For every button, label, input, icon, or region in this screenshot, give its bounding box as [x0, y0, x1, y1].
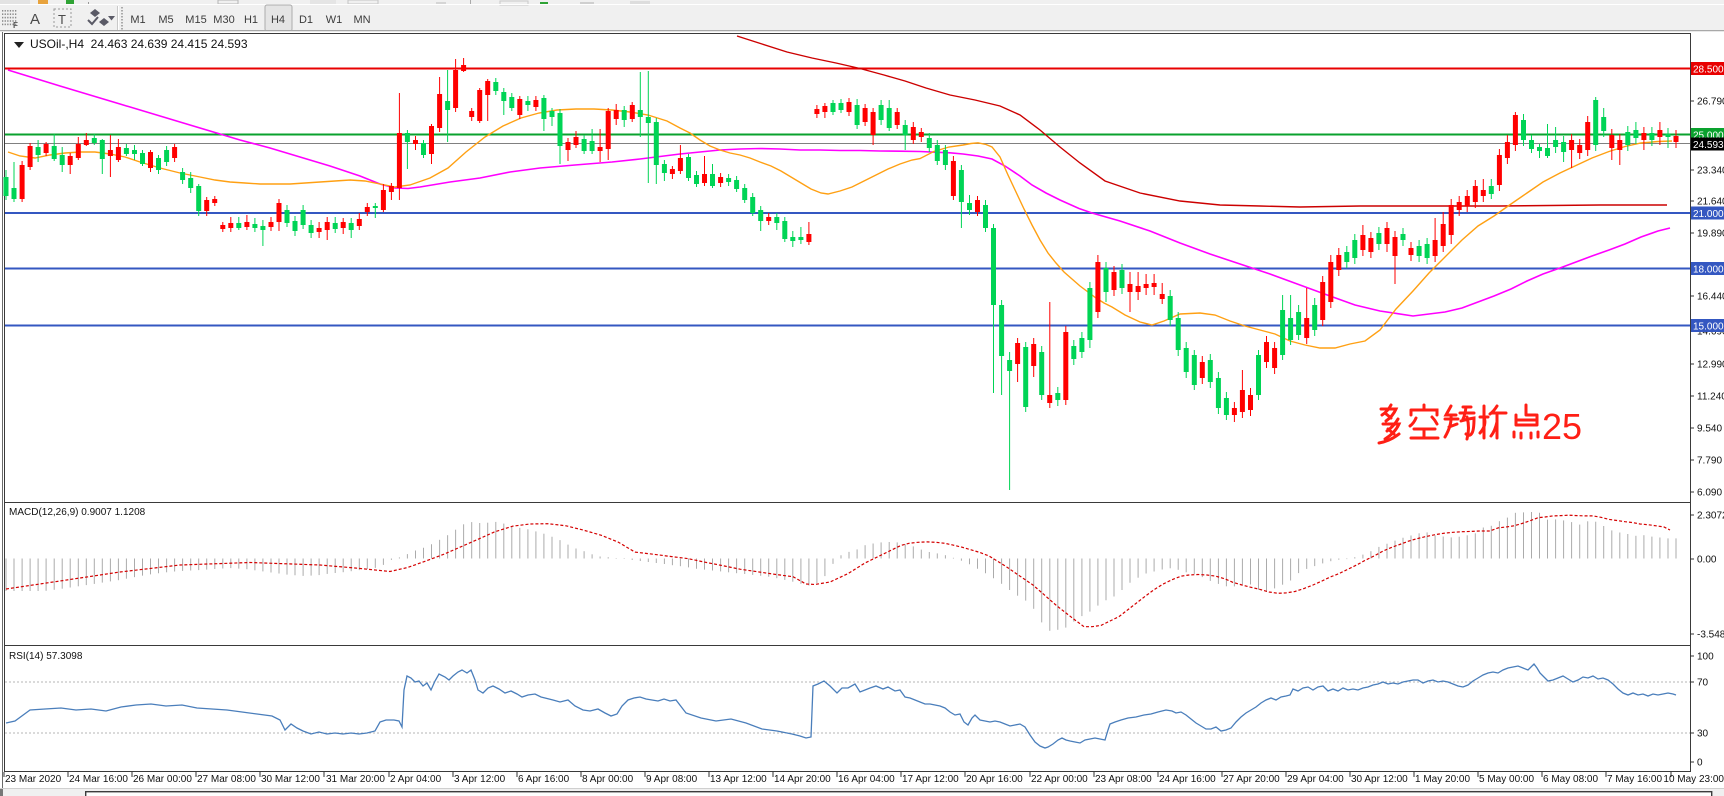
- svg-text:70: 70: [1697, 678, 1709, 689]
- svg-text:M5: M5: [158, 14, 173, 26]
- svg-text:15.000: 15.000: [1693, 322, 1724, 333]
- svg-text:16 Apr 04:00: 16 Apr 04:00: [838, 774, 895, 785]
- svg-text:26.790: 26.790: [1697, 97, 1724, 108]
- svg-text:25.000: 25.000: [1693, 131, 1724, 142]
- svg-text:H1: H1: [244, 14, 258, 26]
- svg-text:27 Apr 20:00: 27 Apr 20:00: [1223, 774, 1280, 785]
- svg-text:21.640: 21.640: [1697, 197, 1724, 208]
- svg-text:9 Apr 08:00: 9 Apr 08:00: [646, 774, 698, 785]
- svg-text:1 May 20:00: 1 May 20:00: [1415, 774, 1470, 785]
- svg-text:6.090: 6.090: [1697, 488, 1722, 499]
- svg-text:M30: M30: [213, 14, 234, 26]
- svg-text:23 Apr 08:00: 23 Apr 08:00: [1095, 774, 1152, 785]
- svg-text:2.3072: 2.3072: [1697, 511, 1724, 522]
- svg-text:17 Apr 12:00: 17 Apr 12:00: [902, 774, 959, 785]
- svg-text:27 Mar 08:00: 27 Mar 08:00: [197, 774, 256, 785]
- svg-text:22 Apr 00:00: 22 Apr 00:00: [1031, 774, 1088, 785]
- svg-text:H4: H4: [271, 14, 285, 26]
- svg-text:5 May 00:00: 5 May 00:00: [1479, 774, 1534, 785]
- svg-text:W1: W1: [326, 14, 343, 26]
- svg-text:F: F: [13, 21, 18, 30]
- svg-text:MN: MN: [353, 14, 370, 26]
- svg-text:23 Mar 2020: 23 Mar 2020: [5, 774, 62, 785]
- svg-text:14 Apr 20:00: 14 Apr 20:00: [774, 774, 831, 785]
- svg-text:0.00: 0.00: [1697, 555, 1717, 566]
- svg-text:24.593: 24.593: [1693, 140, 1724, 151]
- svg-text:M1: M1: [130, 14, 145, 26]
- svg-text:6 Apr 16:00: 6 Apr 16:00: [518, 774, 570, 785]
- svg-text:0: 0: [1697, 758, 1703, 769]
- svg-text:31 Mar 20:00: 31 Mar 20:00: [326, 774, 385, 785]
- svg-text:20 Apr 16:00: 20 Apr 16:00: [966, 774, 1023, 785]
- svg-text:MACD(12,26,9) 0.9007 1.1208: MACD(12,26,9) 0.9007 1.1208: [9, 507, 146, 518]
- svg-text:100: 100: [1697, 652, 1714, 663]
- svg-text:18.000: 18.000: [1693, 265, 1724, 276]
- svg-text:10 May 23:00: 10 May 23:00: [1663, 774, 1724, 785]
- svg-text:16.440: 16.440: [1697, 292, 1724, 303]
- svg-text:30 Apr 12:00: 30 Apr 12:00: [1351, 774, 1408, 785]
- svg-text:USOil-,H4 24.463 24.639 24.41: USOil-,H4 24.463 24.639 24.415 24.593: [30, 37, 248, 51]
- svg-text:21.000: 21.000: [1693, 209, 1724, 220]
- svg-text:M15: M15: [185, 14, 206, 26]
- svg-text:2 Apr 04:00: 2 Apr 04:00: [390, 774, 442, 785]
- svg-text:26 Mar 00:00: 26 Mar 00:00: [133, 774, 192, 785]
- svg-text:D1: D1: [299, 14, 313, 26]
- svg-text:30 Mar 12:00: 30 Mar 12:00: [261, 774, 320, 785]
- svg-text:T: T: [58, 12, 66, 27]
- svg-text:8 Apr 00:00: 8 Apr 00:00: [582, 774, 634, 785]
- svg-text:A: A: [30, 11, 40, 28]
- svg-text:9.540: 9.540: [1697, 424, 1722, 435]
- svg-text:19.890: 19.890: [1697, 229, 1724, 240]
- svg-text:23.340: 23.340: [1697, 166, 1724, 177]
- svg-text:6 May 08:00: 6 May 08:00: [1543, 774, 1598, 785]
- svg-text:3 Apr 12:00: 3 Apr 12:00: [454, 774, 506, 785]
- svg-text:11.240: 11.240: [1697, 392, 1724, 403]
- svg-text:24 Apr 16:00: 24 Apr 16:00: [1159, 774, 1216, 785]
- svg-text:-3.5484: -3.5484: [1697, 630, 1724, 641]
- svg-text:RSI(14) 57.3098: RSI(14) 57.3098: [9, 651, 83, 662]
- svg-text:7 May 16:00: 7 May 16:00: [1607, 774, 1662, 785]
- svg-text:25: 25: [1542, 406, 1582, 447]
- svg-text:12.990: 12.990: [1697, 360, 1724, 371]
- svg-text:30: 30: [1697, 729, 1709, 740]
- svg-text:13 Apr 12:00: 13 Apr 12:00: [710, 774, 767, 785]
- svg-text:28.500: 28.500: [1693, 65, 1724, 76]
- svg-text:7.790: 7.790: [1697, 456, 1722, 467]
- svg-text:29 Apr 04:00: 29 Apr 04:00: [1287, 774, 1344, 785]
- svg-text:24 Mar 16:00: 24 Mar 16:00: [69, 774, 128, 785]
